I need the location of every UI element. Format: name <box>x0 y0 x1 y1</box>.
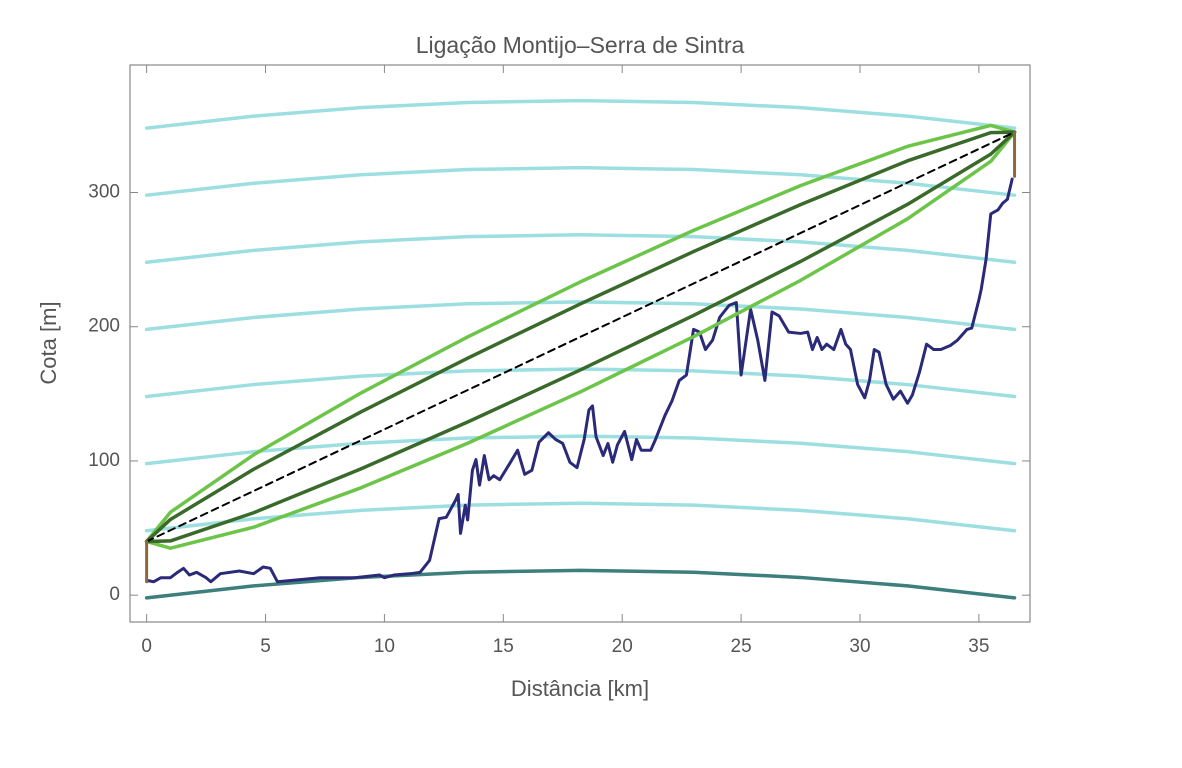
y-tick-label: 200 <box>88 316 120 337</box>
series-line <box>144 233 1017 265</box>
x-axis-label: Distância [km] <box>511 676 649 701</box>
series-line <box>145 131 1016 543</box>
series-line <box>144 130 1017 550</box>
x-tick-label: 35 <box>968 636 989 657</box>
series-line <box>144 98 1017 130</box>
x-tick-label: 15 <box>493 636 514 657</box>
plot-frame <box>129 64 1031 623</box>
x-tick-label: 5 <box>260 636 271 657</box>
y-tick-label: 300 <box>88 182 120 203</box>
series-line <box>144 568 1017 600</box>
series-line <box>144 165 1017 197</box>
x-tick-label: 10 <box>374 636 395 657</box>
series-line <box>144 130 1017 544</box>
series-line <box>144 300 1017 332</box>
x-tick-label: 25 <box>731 636 752 657</box>
x-tick-label: 30 <box>849 636 870 657</box>
series-line <box>144 123 1017 544</box>
y-tick-label: 100 <box>88 450 120 471</box>
series-line <box>144 130 1017 544</box>
y-axis-label: Cota [m] <box>36 301 61 384</box>
series-line <box>145 177 1014 584</box>
chart-title: Ligação Montijo–Serra de Sintra <box>416 32 745 58</box>
y-tick-label: 0 <box>109 584 120 605</box>
x-tick-label: 0 <box>141 636 152 657</box>
x-tick-label: 20 <box>612 636 633 657</box>
